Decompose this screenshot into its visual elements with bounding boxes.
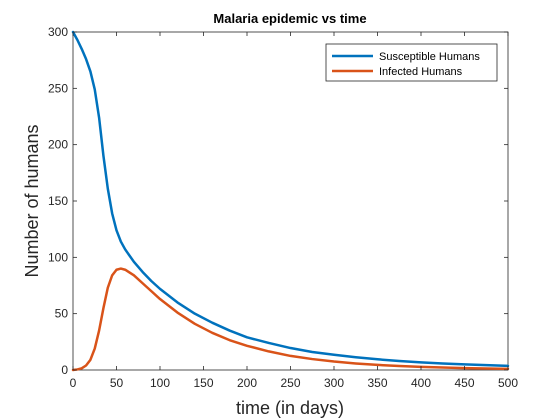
plot-area: 0 50 100 150 200 250 300 350 400 450 500 0 50 100 150… <box>48 25 518 390</box>
axes-box <box>72 31 509 371</box>
x-tick-label: 250 <box>280 376 300 390</box>
x-tick-label: 450 <box>454 376 474 390</box>
y-tick-label: 100 <box>48 250 68 264</box>
x-tick-label: 200 <box>237 376 257 390</box>
y-axis-ticks: 0 50 100 150 200 250 300 <box>48 25 508 377</box>
series-line-susceptible <box>71 30 510 368</box>
y-axis-label: Number of humans <box>22 124 42 277</box>
x-tick-label: 350 <box>367 376 387 390</box>
series-line-infected <box>71 267 510 372</box>
legend-label-infected: Infected Humans <box>379 66 463 78</box>
y-tick-label: 300 <box>48 25 68 39</box>
legend-label-susceptible: Susceptible Humans <box>379 51 480 63</box>
x-tick-label: 100 <box>150 376 170 390</box>
x-tick-label: 400 <box>411 376 431 390</box>
x-axis-label: time (in days) <box>236 398 344 418</box>
x-tick-label: 500 <box>498 376 518 390</box>
series-layer <box>71 30 510 372</box>
x-axis-ticks: 0 50 100 150 200 250 300 350 400 450 500 <box>70 32 518 390</box>
y-tick-label: 150 <box>48 194 68 208</box>
x-tick-label: 0 <box>70 376 77 390</box>
y-tick-label: 50 <box>55 307 69 321</box>
chart-title: Malaria epidemic vs time <box>213 11 366 26</box>
y-tick-label: 200 <box>48 138 68 152</box>
x-tick-label: 300 <box>324 376 344 390</box>
x-tick-label: 50 <box>110 376 124 390</box>
legend-box <box>325 43 498 82</box>
legend: Susceptible Humans Infected Humans <box>325 43 498 82</box>
y-tick-label: 0 <box>61 363 68 377</box>
y-tick-label: 250 <box>48 81 68 95</box>
x-tick-label: 150 <box>193 376 213 390</box>
